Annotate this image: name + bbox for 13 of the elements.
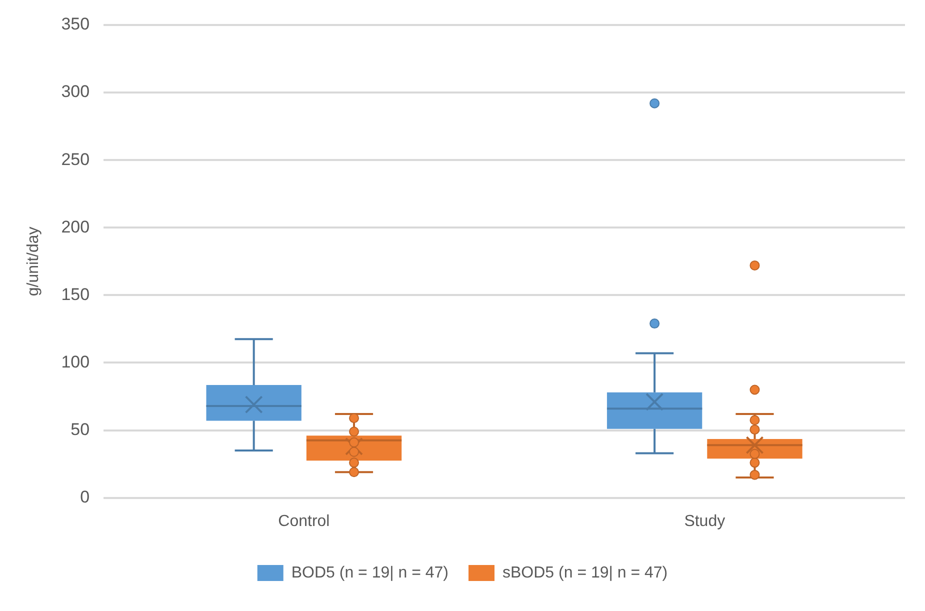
x-tick-label: Control [278, 512, 330, 530]
x-tick-label: Study [684, 512, 726, 530]
y-tick-label: 300 [61, 82, 90, 102]
y-tick-label: 50 [70, 420, 90, 439]
y-tick-label: 350 [61, 14, 90, 34]
legend-label: BOD5 (n = 19| n = 47) [291, 564, 449, 582]
y-tick-label: 100 [61, 352, 90, 372]
y-axis-title: g/unit/day [25, 226, 42, 296]
y-tick-label: 200 [61, 217, 90, 236]
legend-label: sBOD5 (n = 19| n = 47) [502, 564, 668, 582]
y-tick-label: 150 [61, 284, 90, 304]
y-tick-label: 250 [61, 150, 90, 169]
y-tick-label: 0 [80, 487, 90, 506]
